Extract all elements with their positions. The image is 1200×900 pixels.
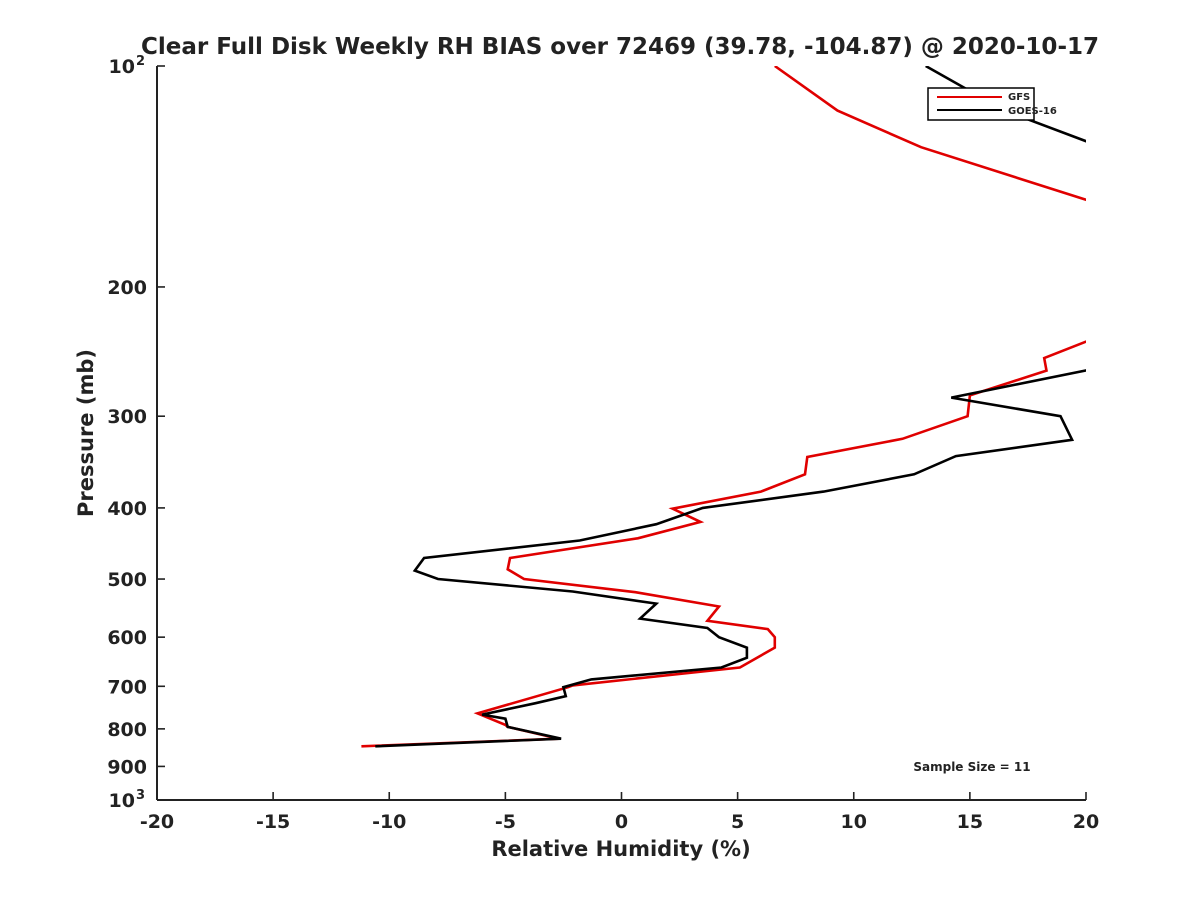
y-tick-label: 600: [107, 627, 147, 649]
sample-size-annotation: Sample Size = 11: [913, 760, 1030, 774]
legend-box: [927, 87, 1035, 121]
legend-label-goes16: GOES-16: [1008, 106, 1057, 117]
y-tick-label: 10: [109, 790, 135, 812]
x-tick-label: 15: [957, 811, 983, 833]
y-tick-label: 400: [107, 498, 147, 520]
x-tick-label: -15: [256, 811, 290, 833]
y-tick-label: 300: [107, 406, 147, 428]
y-tick-label: 200: [107, 277, 147, 299]
x-tick-label: 0: [615, 811, 628, 833]
x-tick-label: -10: [372, 811, 406, 833]
chart-title: Clear Full Disk Weekly RH BIAS over 7246…: [141, 34, 1099, 60]
x-tick-label: -5: [495, 811, 516, 833]
x-tick-label: -20: [140, 811, 174, 833]
series-layer: [361, 66, 1086, 748]
legend-label-gfs: GFS: [1008, 92, 1030, 103]
series-line-goes16: [375, 66, 1086, 748]
x-tick-label: 20: [1073, 811, 1099, 833]
y-tick-label: 700: [107, 676, 147, 698]
legend: GFS GOES-16: [927, 87, 1057, 121]
x-tick-label: 5: [731, 811, 744, 833]
y-tick-exponent: 2: [136, 54, 145, 69]
y-axis-label: Pressure (mb): [74, 349, 98, 517]
x-tick-label: 10: [841, 811, 867, 833]
y-tick-exponent: 3: [136, 788, 145, 803]
y-tick-label: 10: [109, 56, 135, 78]
x-axis-label: Relative Humidity (%): [491, 837, 750, 861]
series-line-gfs: [361, 66, 1086, 748]
y-tick-label: 900: [107, 756, 147, 778]
y-tick-label: 800: [107, 719, 147, 741]
y-tick-label: 500: [107, 569, 147, 591]
